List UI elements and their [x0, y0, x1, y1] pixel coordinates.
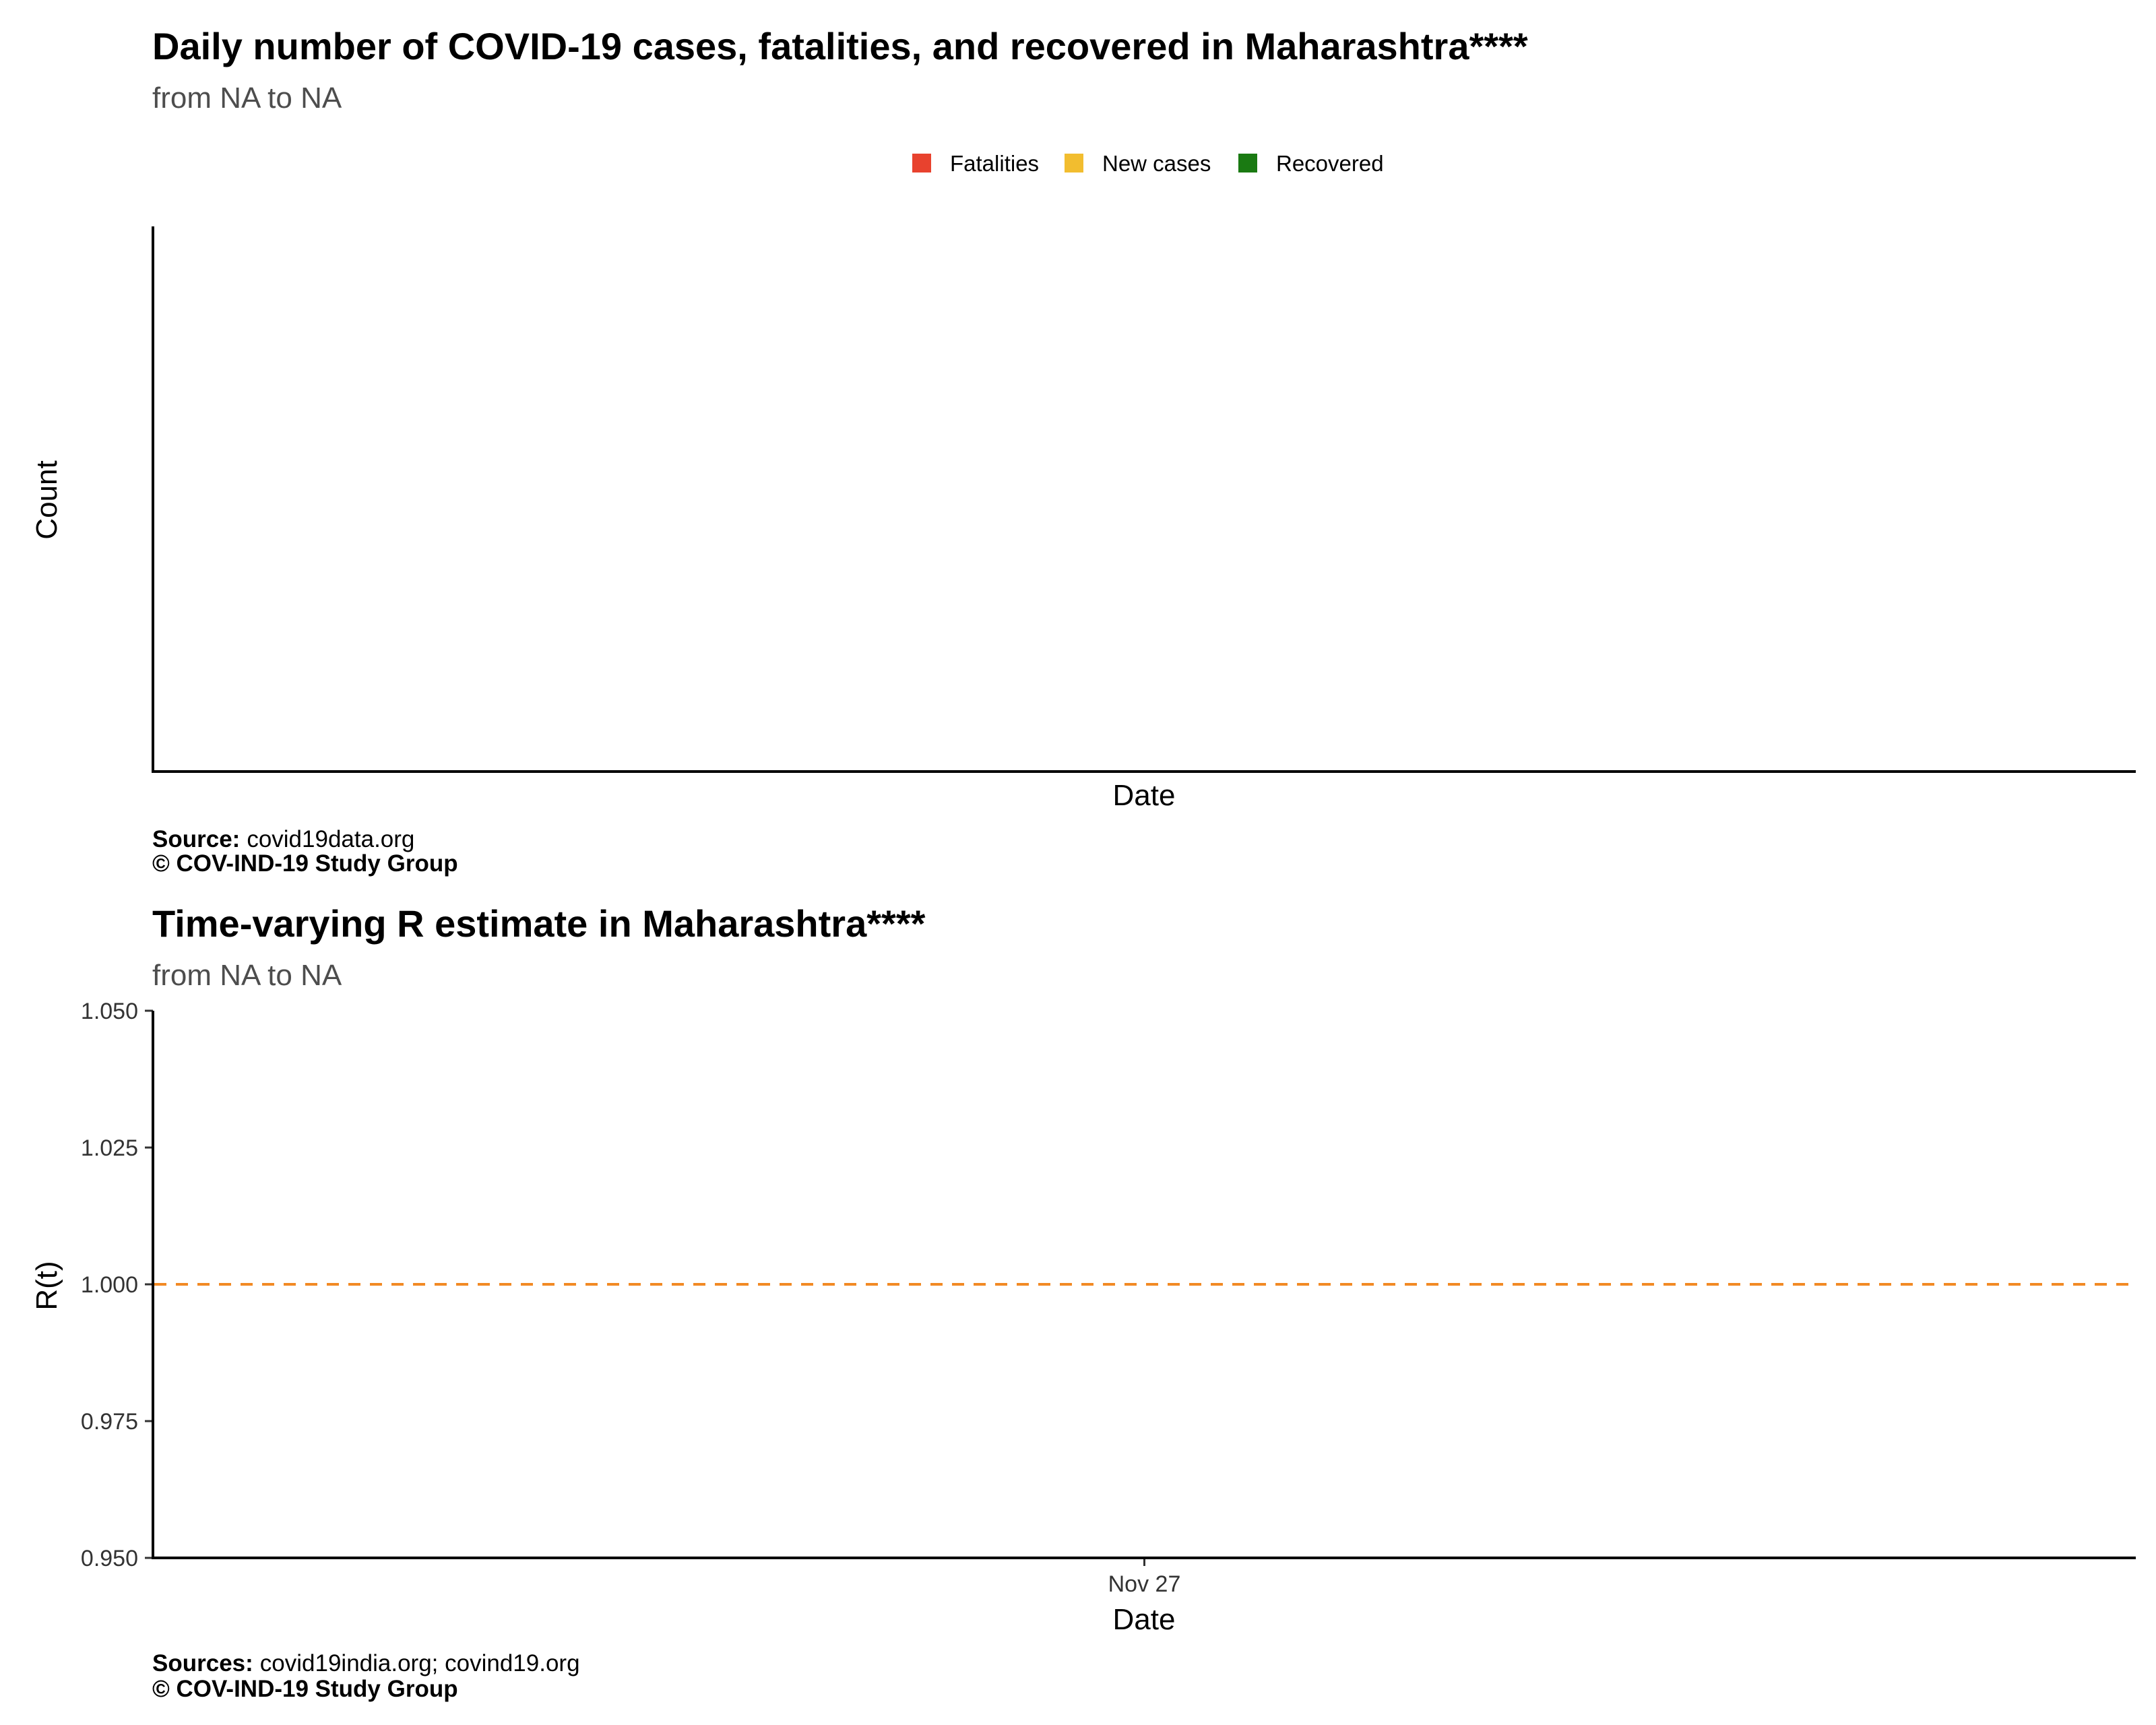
daily-chart-title: Daily number of COVID-19 cases, fataliti…	[152, 25, 1528, 67]
rt-y-axis-label: R(t)	[30, 1261, 63, 1310]
rt-x-axis-label: Date	[1113, 1603, 1176, 1636]
daily-source-text: covid19data.org	[247, 826, 414, 852]
rt-y-ticks: 0.950 0.975 1.000 1.025 1.050	[81, 999, 153, 1571]
rt-source-label: Sources:	[152, 1650, 253, 1676]
rt-y-tick-label: 1.050	[81, 999, 138, 1024]
daily-source-label: Source:	[152, 826, 240, 852]
legend-label-recovered: Recovered	[1276, 151, 1384, 176]
rt-chart-title: Time-varying R estimate in Maharashtra**…	[152, 902, 926, 945]
rt-source-text: covid19india.org; covind19.org	[260, 1650, 580, 1676]
rt-x-tick-label: Nov 27	[1108, 1571, 1181, 1597]
rt-chart-subtitle: from NA to NA	[152, 959, 342, 992]
daily-chart-subtitle: from NA to NA	[152, 82, 342, 115]
legend-swatch-new-cases	[1065, 154, 1083, 172]
rt-source-caption: Sources: covid19india.org; covind19.org	[152, 1650, 580, 1676]
rt-y-tick-label: 1.025	[81, 1135, 138, 1161]
daily-copyright: © COV-IND-19 Study Group	[152, 850, 458, 877]
legend-label-new-cases: New cases	[1102, 151, 1211, 176]
rt-y-tick-label: 0.950	[81, 1546, 138, 1571]
rt-x-ticks: Nov 27	[1108, 1558, 1181, 1597]
legend-swatch-fatalities	[912, 154, 931, 172]
legend-swatch-recovered	[1238, 154, 1257, 172]
legend-label-fatalities: Fatalities	[950, 151, 1039, 176]
daily-x-axis-label: Date	[1113, 779, 1176, 812]
rt-panel: Time-varying R estimate in Maharashtra**…	[30, 902, 2136, 1702]
daily-source-caption: Source: covid19data.org	[152, 826, 414, 852]
daily-legend: Fatalities New cases Recovered	[912, 151, 1384, 176]
daily-counts-panel: Daily number of COVID-19 cases, fataliti…	[30, 25, 2136, 877]
rt-y-tick-label: 0.975	[81, 1409, 138, 1435]
rt-copyright: © COV-IND-19 Study Group	[152, 1676, 458, 1702]
rt-y-tick-label: 1.000	[81, 1272, 138, 1298]
daily-y-axis-label: Count	[30, 460, 63, 539]
